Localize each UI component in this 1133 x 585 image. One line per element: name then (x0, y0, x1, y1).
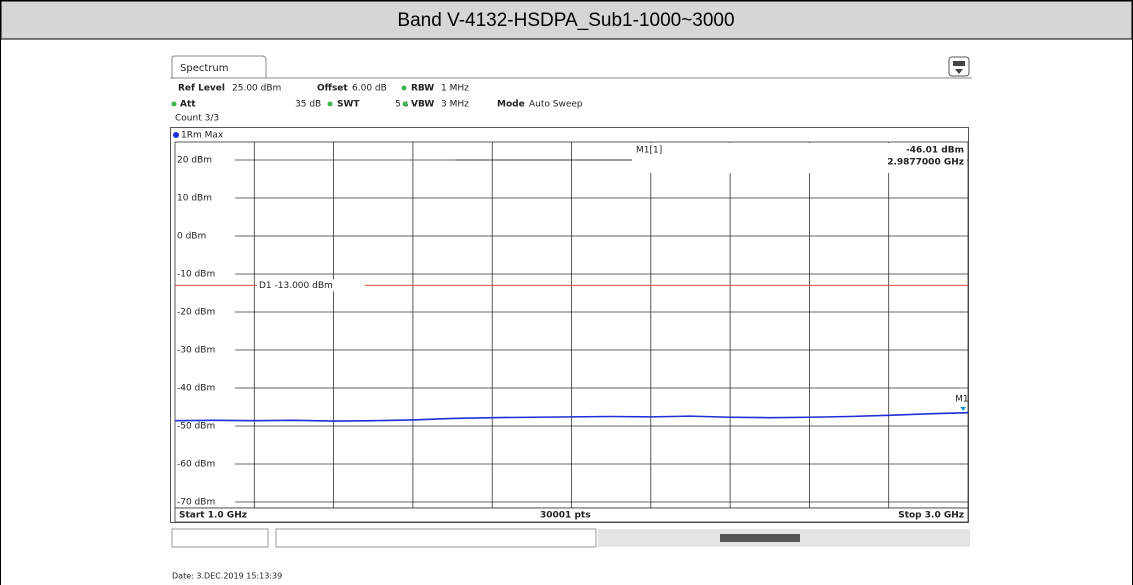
y-tick-label: -60 dBm (177, 460, 215, 470)
marker-readout-bg (632, 143, 967, 173)
setting-value: 6.00 dB (352, 84, 387, 94)
y-tick-label: -20 dBm (177, 308, 215, 318)
led (402, 101, 408, 107)
y-tick-label: -50 dBm (177, 422, 215, 432)
y-tick-label: 0 dBm (177, 232, 206, 242)
y-tick-label: -30 dBm (177, 346, 215, 356)
setting-label: VBW (411, 100, 434, 110)
led (327, 101, 333, 107)
setting-value: Auto Sweep (529, 100, 583, 110)
icon-arrow (955, 69, 963, 74)
setting-label: Att (180, 100, 196, 110)
start-label: Start 1.0 GHz (179, 511, 247, 521)
display-label-bg (257, 279, 365, 292)
trace (174, 411, 969, 422)
date: Date: 3.DEC.2019 15:13:39 (172, 572, 282, 581)
points-label: 30001 pts (540, 511, 591, 521)
header-title: Band V-4132-HSDPA_Sub1-1000~3000 (397, 10, 734, 31)
setting-value: 1 MHz (441, 84, 469, 94)
y-tick-label: -70 dBm (177, 498, 215, 508)
setting-value: 5 s (395, 100, 409, 110)
y-tick-label: 10 dBm (177, 194, 212, 204)
setting-label: Ref Level (178, 84, 225, 94)
status-box (171, 528, 269, 548)
trace-label: 1Rm Max (181, 131, 224, 141)
y-tick-label: -10 dBm (177, 270, 215, 280)
tab-label: Spectrum (180, 63, 228, 74)
icon-glyph (953, 61, 965, 66)
stop-label: Stop 3.0 GHz (898, 511, 964, 521)
setting-label: Mode (497, 100, 525, 110)
led (401, 85, 407, 91)
marker-readout: M1[1] (636, 146, 662, 156)
y-tick-label: -40 dBm (177, 384, 215, 394)
trace-led (173, 132, 179, 138)
marker-name: M1 (955, 394, 969, 404)
setting-value: 3 MHz (441, 100, 469, 110)
led (171, 101, 177, 107)
setting-label: SWT (337, 100, 360, 110)
status-box (275, 528, 597, 548)
display-line-label: D1 -13.000 dBm (259, 281, 333, 291)
marker-level: -46.01 dBm (906, 146, 964, 156)
progress (720, 534, 800, 542)
setting-label: RBW (411, 84, 434, 94)
y-tick-label: 20 dBm (177, 156, 212, 166)
header-row (0, 0, 1133, 40)
count: Count 3/3 (175, 114, 219, 124)
footer-bar (174, 507, 969, 523)
setting-value: 25.00 dBm (232, 84, 281, 94)
marker (960, 406, 967, 411)
setting-label: Offset (317, 84, 348, 94)
setting-value: 35 dB (295, 100, 321, 110)
marker-freq: 2.9877000 GHz (887, 158, 964, 168)
tab (171, 55, 267, 78)
